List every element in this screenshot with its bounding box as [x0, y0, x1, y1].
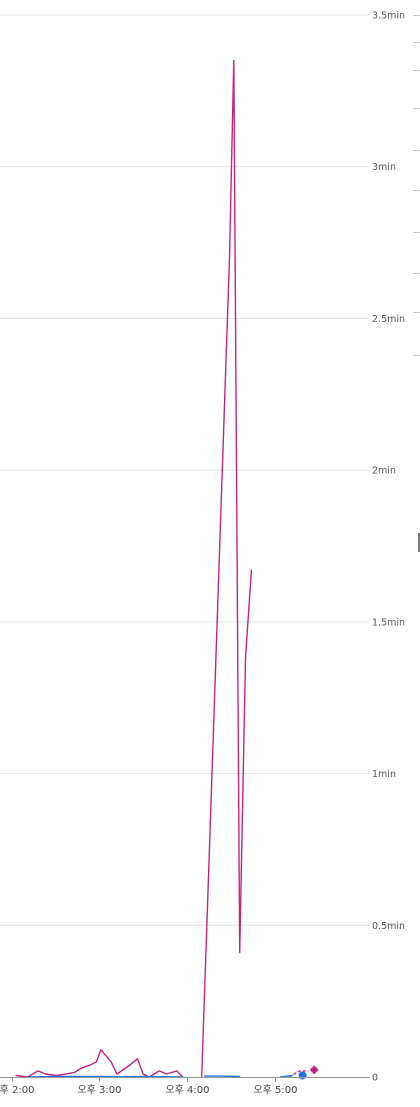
- x-axis-labels: 오후 2:00 오후 3:00 오후 4:00 오후 5:00: [0, 1084, 298, 1096]
- x-tick-label: 오후 5:00: [253, 1084, 297, 1096]
- series-0-line-segment: [15, 1048, 184, 1078]
- y-tick-label: 1.5min: [372, 617, 405, 628]
- series-1-latest-point-marker[interactable]: [298, 1071, 307, 1080]
- y-tick-label: 3min: [372, 162, 396, 173]
- series-1-line-segment: [27, 1075, 184, 1078]
- series-0: [15, 59, 319, 1078]
- series-0-line-segment: [200, 59, 253, 1078]
- grid-lines: [0, 14, 370, 926]
- series-1-line-segment: [279, 1074, 293, 1078]
- y-tick-label: 2min: [372, 466, 396, 477]
- series-layer: [15, 59, 319, 1080]
- chart-right-edge: [413, 15, 420, 552]
- y-tick-label: 0.5min: [372, 921, 405, 932]
- x-tick-label: 오후 2:00: [0, 1084, 35, 1096]
- y-tick-label: 1min: [372, 769, 396, 780]
- y-tick-label: 3.5min: [372, 11, 405, 22]
- series-0-latest-point-marker[interactable]: [309, 1065, 319, 1075]
- x-tick-label: 오후 3:00: [77, 1084, 121, 1096]
- y-axis-labels: 0 0.5min 1min 1.5min 2min 2.5min 3min 3.5min: [372, 11, 405, 1084]
- y-tick-label: 2.5min: [372, 314, 405, 325]
- y-tick-label: 0: [372, 1073, 378, 1084]
- x-tick-label: 오후 4:00: [165, 1084, 209, 1096]
- axes: [0, 1077, 370, 1082]
- series-0-projected-segment: [289, 1070, 309, 1078]
